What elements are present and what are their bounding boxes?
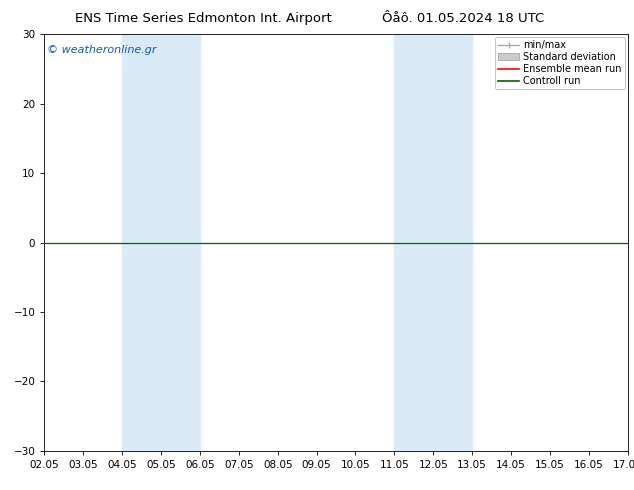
Legend: min/max, Standard deviation, Ensemble mean run, Controll run: min/max, Standard deviation, Ensemble me…	[495, 37, 624, 89]
Bar	[122, 34, 200, 451]
Bar	[394, 34, 472, 451]
Text: © weatheronline.gr: © weatheronline.gr	[48, 45, 157, 55]
Text: ENS Time Series Edmonton Int. Airport: ENS Time Series Edmonton Int. Airport	[75, 12, 331, 25]
Text: Ôåô. 01.05.2024 18 UTC: Ôåô. 01.05.2024 18 UTC	[382, 12, 544, 25]
